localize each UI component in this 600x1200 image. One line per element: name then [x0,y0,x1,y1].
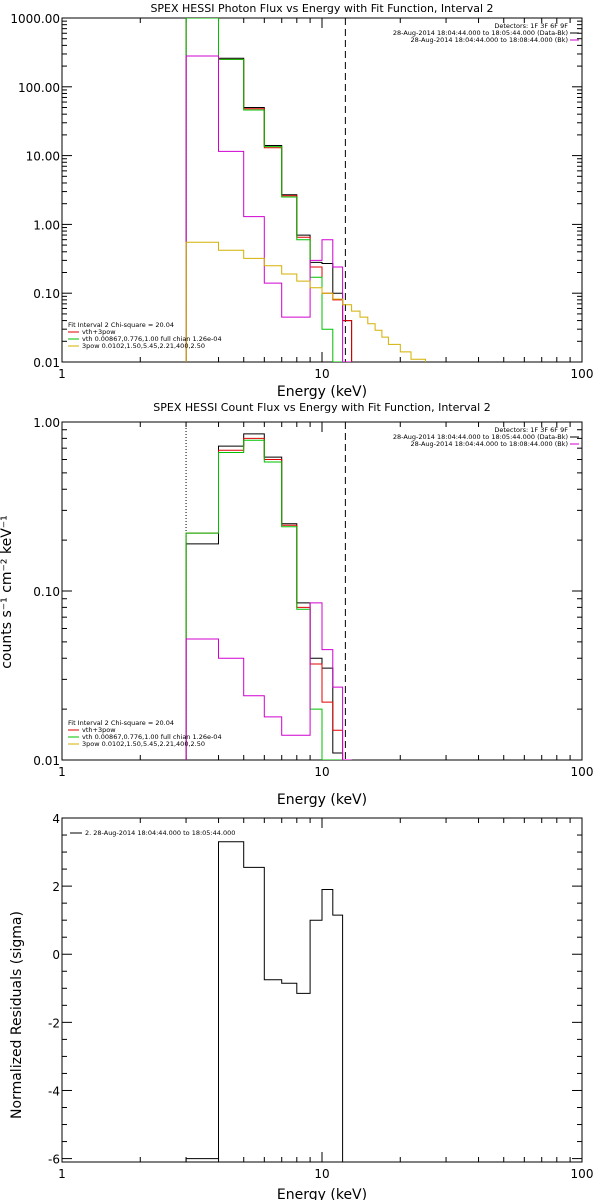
residuals-ylabel: Normalized Residuals (sigma) [9,911,25,1119]
count-legend-top-entry: Detectors: 1F 3F 6F 9F [494,426,568,434]
photon-series-4-3pow [185,241,426,362]
photon-legend-top-entry: 28-Aug-2014 18:04:44.000 to 18:05:44.000… [393,29,568,37]
resid-ytick-label: 0 [52,948,60,962]
count-ytick-label: 1.00 [33,416,60,430]
resid-plot-frame [61,817,583,1163]
count-ytick-label: 0.10 [33,585,60,599]
photon-legend-bottom-entry: Fit Interval 2 Chi-square = 20.04 [68,321,174,329]
photon-ytick-label: 10.00 [26,150,60,164]
photon-xtick-label: 1 [58,367,66,381]
resid-ytick-label: -4 [48,1084,60,1098]
resid-data [185,841,344,1162]
count-legend-bottom-entry: vth 0.00867,0.776,1.00 full chian 1.26e-… [82,733,222,741]
resid-ytick-label: 4 [52,812,60,826]
count-series-0-data-bk [185,433,352,760]
photon-legend-bottom-entry: 3pow 0.0102,1.50,5.45,2.21,400,2.50 [82,342,205,350]
resid-ytick-label: 2 [52,880,60,894]
photon-ytick-label: 0.01 [33,356,60,370]
photon-series-0-data-bk [185,18,353,362]
resid-xtick-label: 10 [314,1167,329,1181]
resid-xtick-label: 100 [571,1167,594,1181]
count-series-1-vth-3pow [185,437,352,760]
photon-flux-xlabel: Energy (keV) [277,384,367,400]
photon-data [185,18,426,362]
photon-legend-bottom-entry: vth 0.00867,0.776,1.00 full chian 1.26e-… [82,335,222,343]
count-series-2-vth [185,439,352,760]
residuals-panel: Energy (keV) Normalized Residuals (sigma… [9,812,593,1200]
photon-legend-top-entry: Detectors: 1F 3F 6F 9F [494,22,568,30]
photon-legend-top-entry: 28-Aug-2014 18:04:44.000 to 18:08:44.000… [411,36,568,44]
photon-xtick-label: 100 [571,367,594,381]
photon-ytick-label: 0.10 [33,287,60,301]
resid-xtick-label: 1 [58,1167,66,1181]
count-flux-xlabel: Energy (keV) [277,792,367,808]
resid-ytick-label: -2 [48,1016,60,1030]
count-xtick-label: 10 [314,765,329,779]
photon-flux-panel: SPEX HESSI Photon Flux vs Energy with Fi… [10,2,593,400]
resid-legend-entry: 2. 28-Aug-2014 18:04:44.000 to 18:05:44.… [85,829,235,837]
photon-series-3-bk [185,55,352,362]
resid-series-0-2-28-aug-2014-18-04-44-000-to-18-05-44-000 [185,841,344,1162]
photon-ytick-label: 1000.00 [10,12,60,26]
photon-series-2-vth [185,18,352,362]
count-legend-top-entry: 28-Aug-2014 18:04:44.000 to 18:05:44.000… [393,433,568,441]
count-series-3-bk [185,602,352,760]
photon-legend-bottom-entry: vth+3pow [82,328,116,336]
count-legend-top-entry: 28-Aug-2014 18:04:44.000 to 18:08:44.000… [411,440,568,448]
count-legend-bottom-entry: vth+3pow [82,726,116,734]
count-flux-panel: SPEX HESSI Count Flux vs Energy with Fit… [0,401,593,808]
photon-ytick-label: 1.00 [33,218,60,232]
photon-ticks [61,17,583,363]
count-xtick-label: 1 [58,765,66,779]
resid-ticks [61,817,583,1162]
photon-xtick-label: 10 [314,367,329,381]
count-data [185,433,352,760]
residuals-xlabel: Energy (keV) [277,1187,367,1200]
count-legend-bottom-entry: 3pow 0.0102,1.50,5.45,2.21,400,2.50 [82,740,205,748]
photon-series-1-vth-3pow [185,18,353,362]
count-legend-bottom-entry: Fit Interval 2 Chi-square = 20.04 [68,719,174,727]
resid-ytick-label: -6 [48,1153,60,1167]
count-flux-title: SPEX HESSI Count Flux vs Energy with Fit… [153,401,490,414]
count-flux-ylabel: counts s⁻¹ cm⁻² keV⁻¹ [0,515,15,669]
photon-flux-title: SPEX HESSI Photon Flux vs Energy with Fi… [150,2,493,15]
count-ytick-label: 0.01 [33,754,60,768]
photon-ytick-label: 100.00 [18,81,60,95]
count-xtick-label: 100 [571,765,594,779]
count-ticks [61,421,583,761]
